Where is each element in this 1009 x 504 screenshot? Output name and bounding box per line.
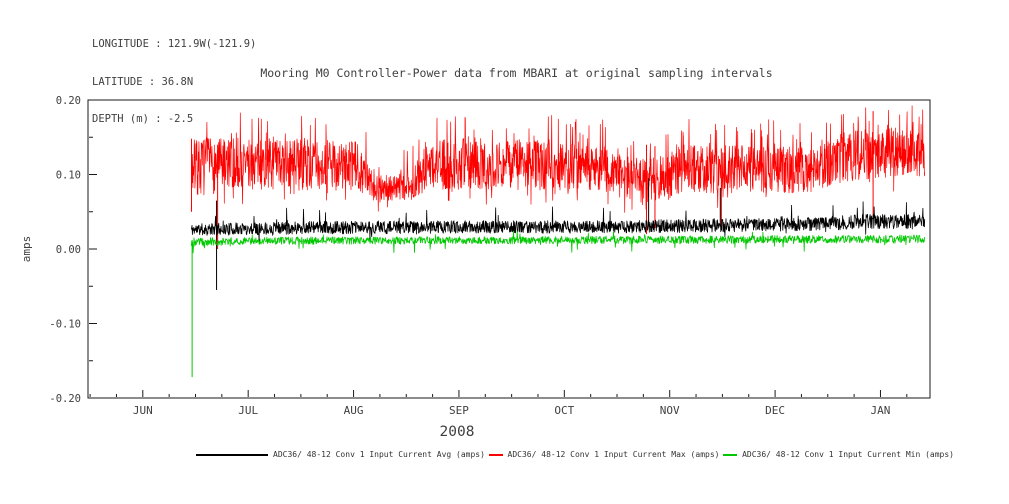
x-month-label: SEP	[449, 404, 469, 417]
legend-item-avg: ADC36/ 48-12 Conv 1 Input Current Avg (a…	[196, 450, 485, 459]
avg-series-line	[190, 201, 926, 243]
y-tick-label: 0.20	[56, 95, 81, 107]
x-month-label: NOV	[660, 404, 680, 417]
y-axis-title: amps	[20, 236, 33, 263]
y-tick-label: -0.20	[49, 393, 81, 405]
legend-item-min: ADC36/ 48-12 Conv 1 Input Current Min (a…	[723, 450, 954, 459]
x-axis-year-label: 2008	[440, 424, 475, 440]
y-tick-label: 0.10	[56, 169, 81, 181]
x-month-label: DEC	[765, 404, 785, 417]
legend: ADC36/ 48-12 Conv 1 Input Current Avg (a…	[196, 450, 954, 459]
x-month-label: JUL	[238, 404, 258, 417]
chart-title: Mooring M0 Controller-Power data from MB…	[260, 66, 773, 80]
plot-border	[87, 99, 931, 399]
latitude-line: LATITUDE : 36.8N	[92, 75, 194, 88]
x-month-label: JUN	[133, 404, 153, 417]
y-tick-label: 0.00	[56, 244, 81, 256]
max-series-line	[190, 105, 926, 213]
min-series-line	[190, 230, 926, 254]
longitude-line: LONGITUDE : 121.9W(-121.9)	[92, 38, 257, 50]
x-month-label: JAN	[871, 404, 891, 417]
depth-line: DEPTH (m) : -2.5	[92, 113, 194, 125]
avg-series-label: ADC36/ 48-12 Conv 1 Input Current Avg (a…	[273, 450, 485, 459]
legend-item-max: ADC36/ 48-12 Conv 1 Input Current Max (a…	[488, 450, 720, 459]
y-tick-label: -0.10	[49, 318, 81, 330]
min-series-swatch	[723, 453, 738, 456]
min-series-label: ADC36/ 48-12 Conv 1 Input Current Min (a…	[742, 450, 954, 459]
x-month-label: AUG	[344, 404, 364, 417]
station-info: LONGITUDE : 121.9W(-121.9) LATITUDE : 36…	[92, 13, 256, 151]
x-month-label: OCT	[554, 404, 574, 417]
max-series-swatch	[488, 453, 503, 456]
max-series-label: ADC36/ 48-12 Conv 1 Input Current Max (a…	[507, 450, 720, 459]
avg-series-swatch	[196, 453, 268, 456]
